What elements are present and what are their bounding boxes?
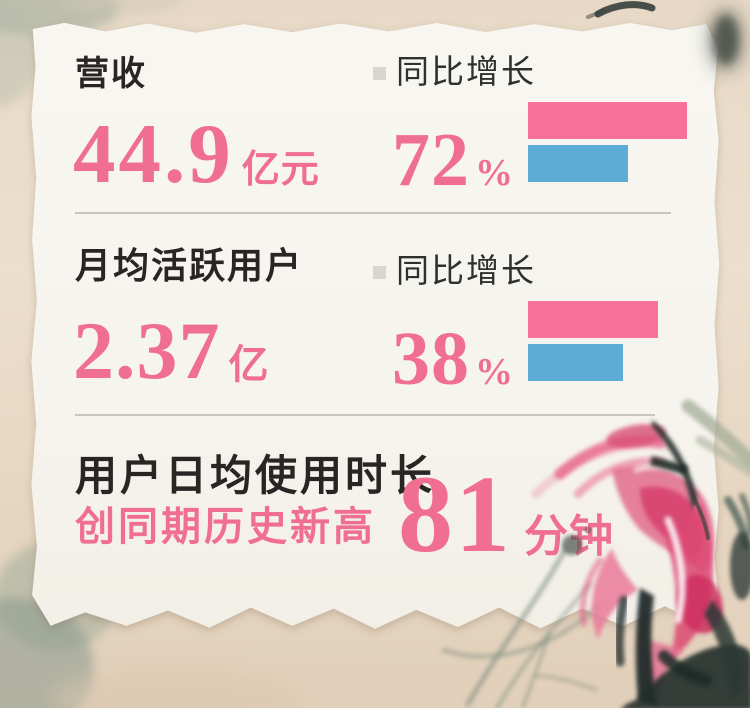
mau-value: 2.37 bbox=[73, 305, 221, 396]
section-divider bbox=[75, 212, 671, 214]
usage-time-sublabel: 创同期历史新高 bbox=[75, 504, 376, 549]
mau-unit: 亿 bbox=[228, 342, 270, 387]
revenue-unit: 亿元 bbox=[241, 149, 320, 191]
usage-time-unit: 分钟 bbox=[524, 512, 614, 561]
growth-bar-primary bbox=[528, 102, 687, 139]
revenue-growth-value: 72 bbox=[392, 118, 470, 202]
percent-sign: % bbox=[475, 152, 513, 194]
growth-bar-secondary bbox=[528, 145, 628, 182]
revenue-value: 44.9 bbox=[73, 107, 234, 201]
growth-bar-primary bbox=[528, 301, 658, 338]
legend-marker-icon bbox=[373, 266, 386, 280]
usage-time-label: 用户日均使用时长 bbox=[75, 454, 436, 500]
yoy-growth-label: 同比增长 bbox=[396, 254, 536, 290]
yoy-growth-label: 同比增长 bbox=[396, 55, 536, 91]
section-divider bbox=[75, 414, 655, 416]
percent-sign: % bbox=[475, 351, 513, 393]
revenue-label: 营收 bbox=[75, 56, 147, 93]
usage-time-value: 81 bbox=[398, 453, 512, 575]
mau-growth-value: 38 bbox=[392, 317, 470, 401]
paper-card: 营收 44.9 亿元 同比增长 72 % bbox=[31, 22, 720, 629]
mau-label: 月均活跃用户 bbox=[75, 246, 304, 286]
growth-bar-secondary bbox=[528, 344, 623, 381]
legend-marker-icon bbox=[373, 67, 386, 81]
